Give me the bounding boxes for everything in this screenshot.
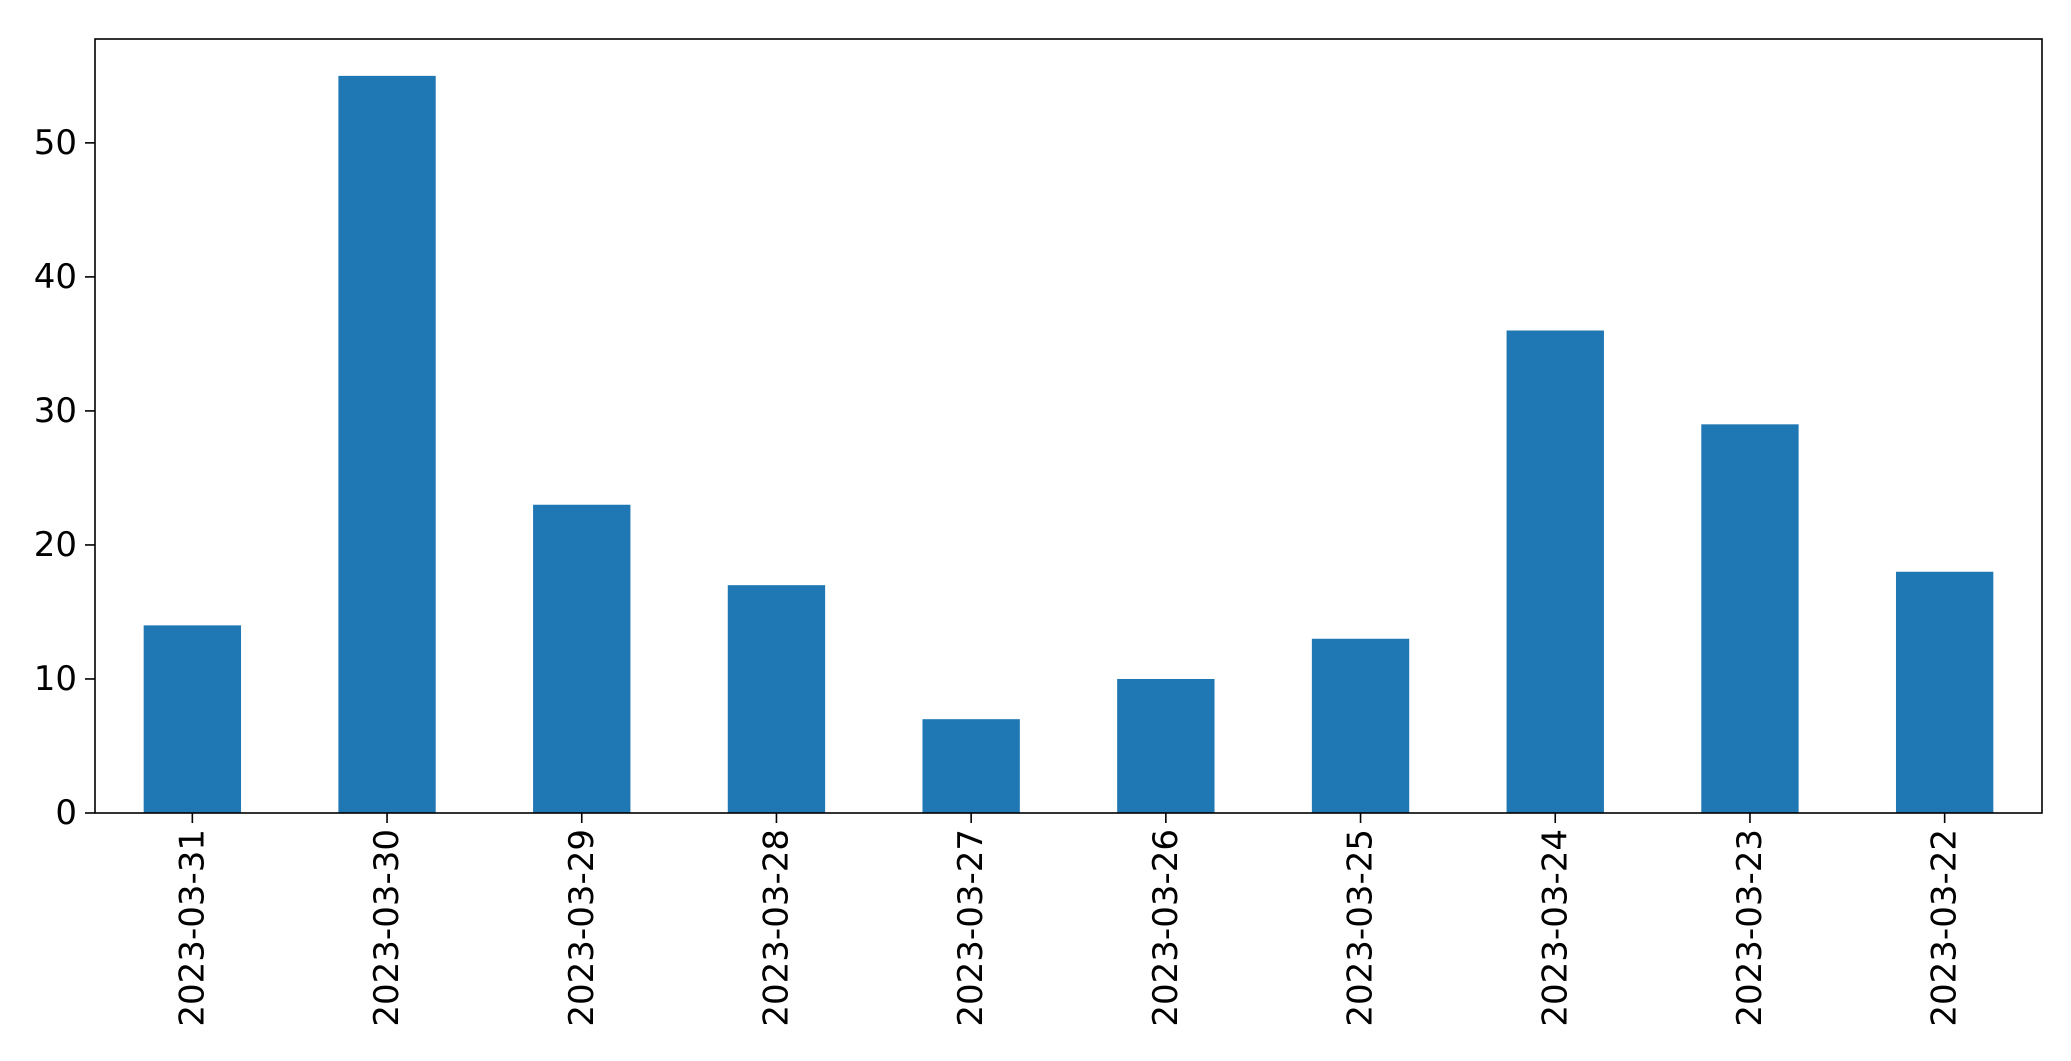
x-tick-label: 2023-03-28 [756, 829, 796, 1027]
x-tick-label: 2023-03-27 [951, 829, 991, 1027]
bar-2023-03-28 [727, 585, 826, 813]
bar-2023-03-22 [1895, 571, 1994, 813]
y-tick-label: 50 [34, 123, 77, 163]
x-tick-label: 2023-03-22 [1925, 829, 1965, 1027]
x-axis: 2023-03-31 2023-03-30 2023-03-29 2023-03-28… [172, 813, 1965, 1027]
y-axis: 0 10 20 30 40 50 [34, 123, 95, 833]
x-tick-label: 2023-03-31 [172, 829, 212, 1027]
y-tick-label: 30 [34, 391, 77, 431]
bar-2023-03-24 [1506, 330, 1604, 813]
bar-2023-03-31 [143, 625, 242, 813]
x-tick-label: 2023-03-24 [1535, 829, 1575, 1027]
x-tick-label: 2023-03-26 [1146, 829, 1186, 1027]
y-tick-label: 0 [55, 793, 77, 833]
x-tick-label: 2023-03-23 [1730, 829, 1770, 1027]
y-tick-label: 20 [34, 525, 77, 565]
plot-frame [94, 38, 2043, 814]
bar-2023-03-25 [1311, 638, 1410, 813]
bar-2023-03-29 [533, 504, 631, 813]
bar-2023-03-26 [1117, 678, 1215, 813]
bar-2023-03-27 [922, 719, 1020, 813]
x-tick-label: 2023-03-25 [1341, 829, 1381, 1027]
bars-layer [143, 75, 1994, 814]
y-tick-label: 10 [34, 659, 77, 699]
bar-2023-03-30 [338, 75, 436, 814]
x-tick-label: 2023-03-29 [562, 829, 602, 1027]
y-tick-label: 40 [34, 257, 77, 297]
x-tick-label: 2023-03-30 [367, 829, 407, 1027]
bar-2023-03-23 [1701, 424, 1799, 813]
